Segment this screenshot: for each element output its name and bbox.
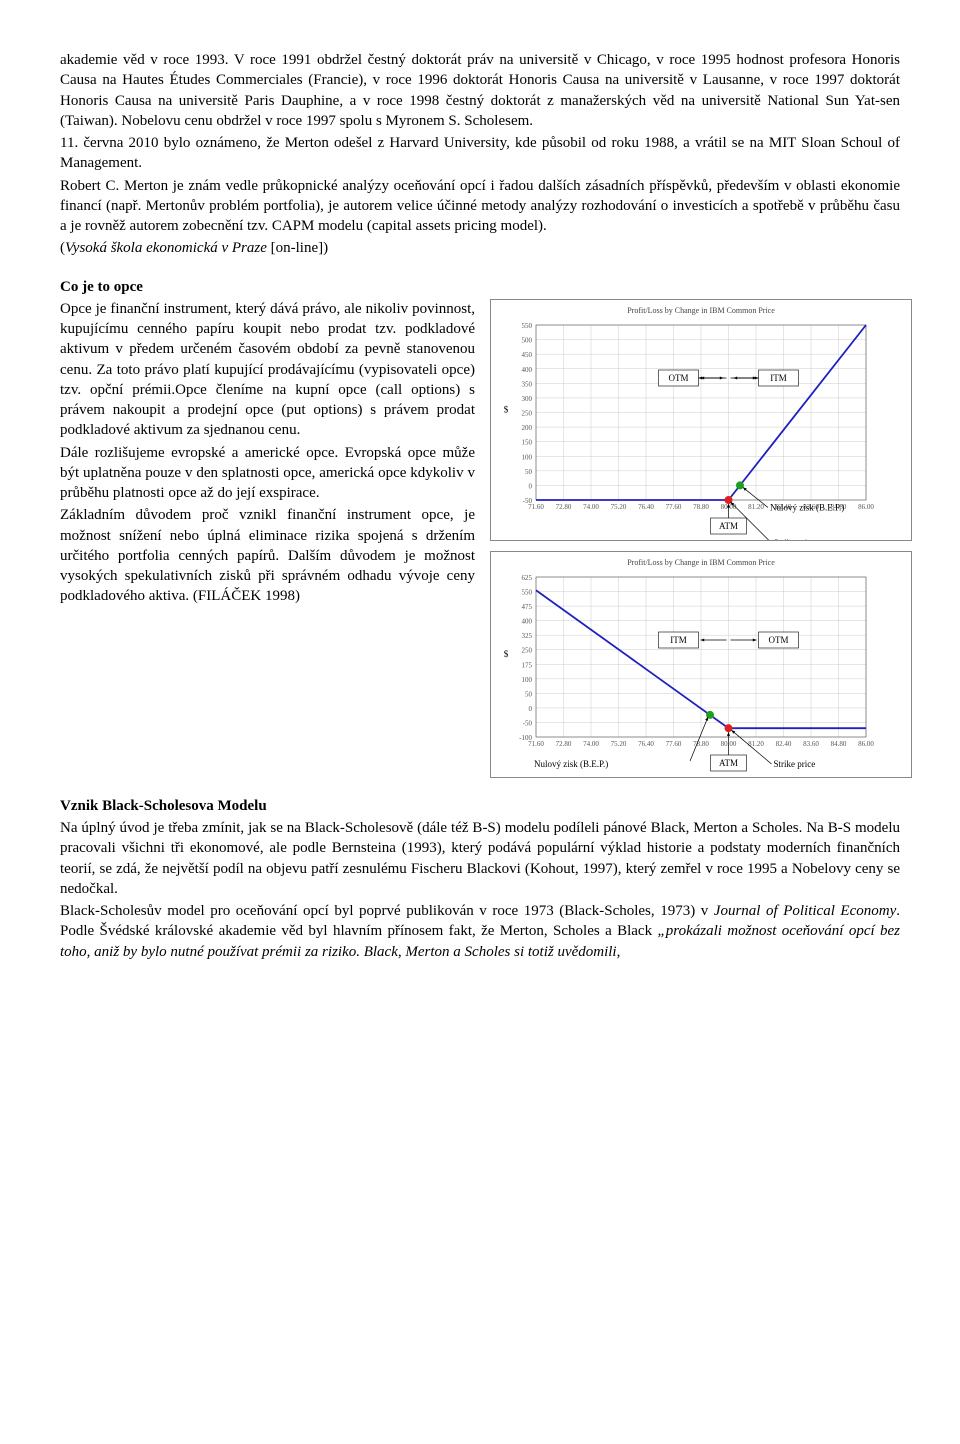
svg-text:ATM: ATM	[719, 521, 738, 531]
svg-text:250: 250	[522, 409, 533, 417]
paragraph-1: akademie věd v roce 1993. V roce 1991 ob…	[60, 50, 900, 131]
svg-text:ITM: ITM	[670, 635, 687, 645]
svg-text:Profit/Loss by Change in IBM C: Profit/Loss by Change in IBM Common Pric…	[627, 306, 775, 315]
svg-text:0: 0	[529, 705, 533, 713]
section-title-opce: Co je to opce	[60, 277, 900, 297]
svg-text:-100: -100	[519, 734, 532, 742]
svg-text:50: 50	[525, 690, 533, 698]
svg-text:74.00: 74.00	[583, 503, 599, 511]
paragraph-9: Black-Scholesův model pro oceňování opcí…	[60, 901, 900, 962]
svg-text:50: 50	[525, 468, 533, 476]
paragraph-4: (Vysoká škola ekonomická v Praze [on-lin…	[60, 238, 900, 258]
svg-text:Strike price: Strike price	[774, 759, 816, 769]
put-option-chart: 71.6072.8074.0075.2076.4077.6078.8080.00…	[490, 551, 912, 778]
svg-text:86.00: 86.00	[858, 503, 874, 511]
paragraph-7: Základním důvodem proč vznikl finanční i…	[60, 505, 475, 606]
svg-text:200: 200	[522, 424, 533, 432]
svg-text:150: 150	[522, 438, 533, 446]
svg-text:Nulový zisk (B.E.P.): Nulový zisk (B.E.P.)	[770, 502, 844, 512]
svg-text:81.20: 81.20	[748, 740, 764, 748]
right-chart-column: 71.6072.8074.0075.2076.4077.6078.8080.00…	[490, 299, 912, 778]
svg-text:-50: -50	[523, 497, 533, 505]
svg-text:75.20: 75.20	[611, 503, 627, 511]
svg-text:175: 175	[522, 661, 533, 669]
svg-text:Nulový zisk (B.E.P.): Nulový zisk (B.E.P.)	[534, 759, 608, 769]
svg-text:78.80: 78.80	[693, 503, 709, 511]
svg-text:83.60: 83.60	[803, 740, 819, 748]
section-title-bs-model: Vznik Black-Scholesova Modelu	[60, 796, 900, 816]
svg-text:86.00: 86.00	[858, 740, 874, 748]
two-column-region: Opce je finanční instrument, který dává …	[60, 299, 900, 778]
svg-text:250: 250	[522, 646, 533, 654]
svg-text:ITM: ITM	[770, 373, 787, 383]
svg-text:0: 0	[529, 482, 533, 490]
left-text-column: Opce je finanční instrument, který dává …	[60, 299, 475, 609]
svg-text:72.80: 72.80	[556, 503, 572, 511]
svg-text:400: 400	[522, 617, 533, 625]
svg-text:84.80: 84.80	[831, 740, 847, 748]
svg-text:100: 100	[522, 676, 533, 684]
svg-text:72.80: 72.80	[556, 740, 572, 748]
svg-text:325: 325	[522, 632, 533, 640]
svg-text:300: 300	[522, 395, 533, 403]
svg-text:OTM: OTM	[669, 373, 689, 383]
svg-text:74.00: 74.00	[583, 740, 599, 748]
svg-text:450: 450	[522, 351, 533, 359]
paragraph-6: Dále rozlišujeme evropské a americké opc…	[60, 443, 475, 504]
svg-text:550: 550	[522, 322, 533, 330]
svg-text:82.40: 82.40	[776, 740, 792, 748]
svg-text:625: 625	[522, 574, 533, 582]
svg-text:77.60: 77.60	[666, 503, 682, 511]
paragraph-3: Robert C. Merton je znám vedle průkopnic…	[60, 176, 900, 237]
svg-text:75.20: 75.20	[611, 740, 627, 748]
svg-text:475: 475	[522, 603, 533, 611]
svg-text:76.40: 76.40	[638, 740, 654, 748]
svg-text:$: $	[504, 404, 509, 414]
svg-text:76.40: 76.40	[638, 503, 654, 511]
svg-text:400: 400	[522, 366, 533, 374]
svg-text:100: 100	[522, 453, 533, 461]
svg-text:ATM: ATM	[719, 758, 738, 768]
svg-text:OTM: OTM	[769, 635, 789, 645]
svg-text:550: 550	[522, 588, 533, 596]
svg-text:Strike price: Strike price	[774, 538, 816, 540]
paragraph-8: Na úplný úvod je třeba zmínit, jak se na…	[60, 818, 900, 899]
svg-text:350: 350	[522, 380, 533, 388]
svg-text:$: $	[504, 649, 509, 659]
svg-text:Profit/Loss by Change in IBM C: Profit/Loss by Change in IBM Common Pric…	[627, 558, 775, 567]
call-option-chart: 71.6072.8074.0075.2076.4077.6078.8080.00…	[490, 299, 912, 541]
svg-text:77.60: 77.60	[666, 740, 682, 748]
paragraph-5: Opce je finanční instrument, který dává …	[60, 299, 475, 441]
paragraph-2: 11. června 2010 bylo oznámeno, že Merton…	[60, 133, 900, 174]
svg-text:81.20: 81.20	[748, 503, 764, 511]
svg-text:500: 500	[522, 336, 533, 344]
svg-text:-50: -50	[523, 719, 533, 727]
